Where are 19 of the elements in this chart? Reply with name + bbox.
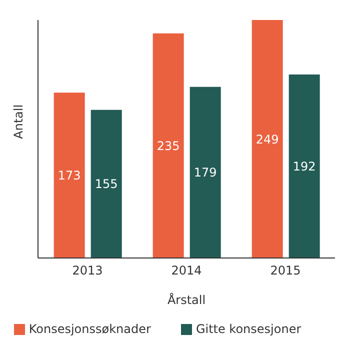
bar	[252, 20, 283, 258]
bar	[90, 110, 122, 258]
legend-label: Konsesjonssøknader	[28, 322, 151, 336]
y-axis-title: Antall	[11, 104, 26, 139]
data-label: 235	[156, 138, 180, 153]
data-label: 173	[58, 168, 81, 183]
x-tick-label: 2014	[171, 264, 202, 278]
x-axis-title: Årstall	[167, 292, 206, 307]
bar	[152, 33, 184, 258]
bar	[288, 74, 320, 258]
data-label: 192	[292, 160, 316, 174]
bar	[54, 92, 85, 258]
data-label: 179	[194, 166, 217, 180]
x-tick-label: 2013	[72, 264, 103, 278]
data-label: 249	[256, 132, 279, 146]
bar	[190, 86, 221, 258]
x-tick-label: 2015	[270, 264, 301, 278]
data-label: 155	[94, 177, 118, 192]
legend-label: Gitte konsesjoner	[196, 322, 302, 336]
